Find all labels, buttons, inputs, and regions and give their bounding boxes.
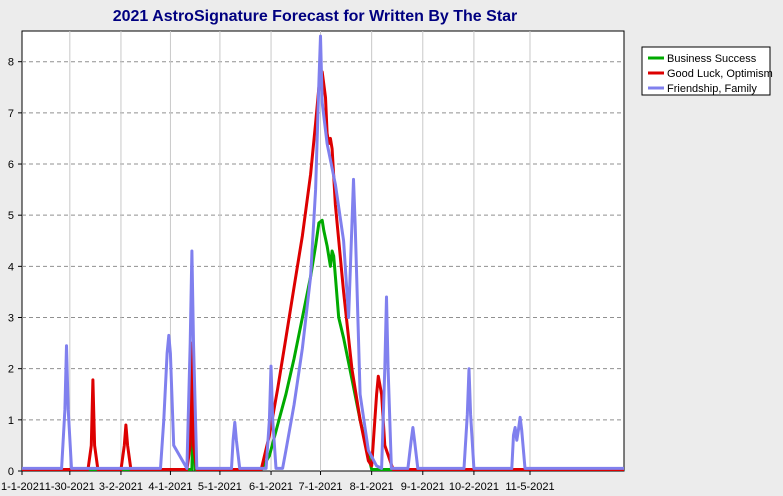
y-tick-label: 2 bbox=[8, 364, 14, 376]
y-tick-label: 6 bbox=[8, 159, 14, 171]
legend-label: Good Luck, Optimism bbox=[667, 68, 773, 80]
x-tick-label: 9-1-2021 bbox=[401, 481, 445, 493]
y-tick-label: 4 bbox=[8, 261, 14, 273]
series-line-3 bbox=[22, 34, 624, 470]
x-tick-label: 4-1-2021 bbox=[148, 481, 192, 493]
y-axis: 0 1 2 3 4 5 6 7 8 bbox=[8, 57, 22, 478]
x-tick-label: 10-2-2021 bbox=[449, 481, 499, 493]
y-tick-label: 8 bbox=[8, 57, 14, 69]
x-tick-label: 6-1-2021 bbox=[249, 481, 293, 493]
x-tick-label: 5-1-2021 bbox=[198, 481, 242, 493]
x-tick-label: 1-1-2021 bbox=[1, 481, 45, 493]
gridlines bbox=[22, 31, 624, 471]
x-tick-label: 8-1-2021 bbox=[350, 481, 394, 493]
x-tick-label: 11-5-2021 bbox=[505, 481, 554, 493]
chart-title: 2021 AstroSignature Forecast for Written… bbox=[113, 8, 518, 25]
x-tick-label: 7-1-2021 bbox=[299, 481, 343, 493]
y-tick-label: 0 bbox=[8, 466, 14, 478]
legend-label: Friendship, Family bbox=[667, 83, 757, 95]
y-tick-label: 5 bbox=[8, 210, 14, 222]
x-axis: 1-1-2021 1-30-2021 3-2-2021 4-1-2021 5-1-202… bbox=[1, 471, 555, 493]
x-tick-label: 1-30-2021 bbox=[45, 481, 95, 493]
series-lines bbox=[22, 34, 624, 471]
series-line-2 bbox=[22, 70, 624, 471]
y-tick-label: 1 bbox=[8, 415, 14, 427]
y-tick-label: 3 bbox=[8, 313, 14, 325]
legend: Business Success Good Luck, Optimism Frien… bbox=[641, 46, 773, 96]
x-tick-label: 3-2-2021 bbox=[99, 481, 143, 493]
y-tick-label: 7 bbox=[8, 108, 14, 120]
legend-label: Business Success bbox=[667, 53, 757, 65]
